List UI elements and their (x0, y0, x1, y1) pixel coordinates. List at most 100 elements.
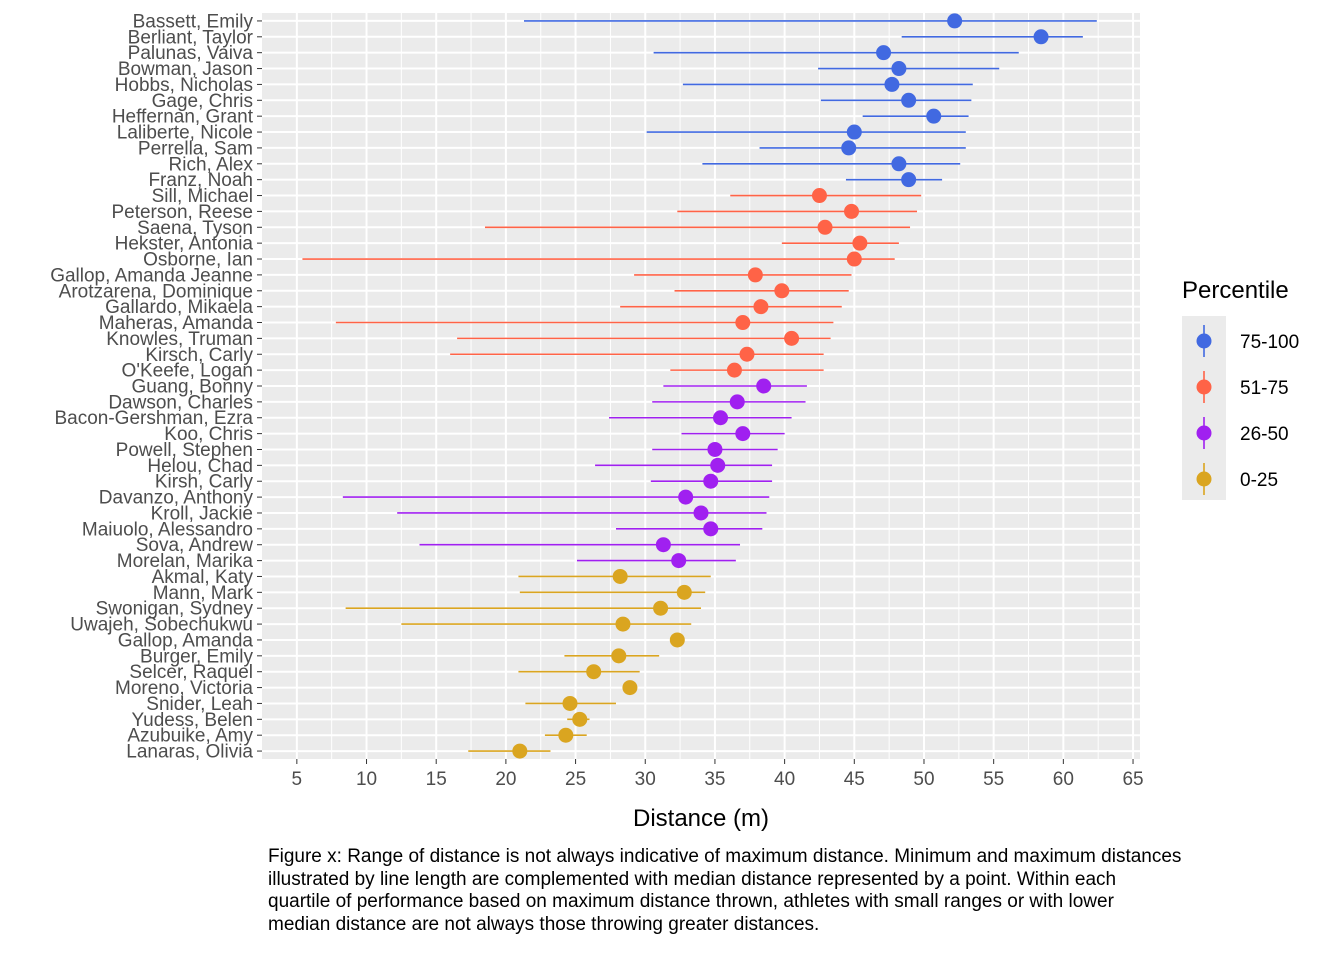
athlete-label: O'Keefe, Logan (122, 361, 253, 382)
legend-title: Percentile (1182, 277, 1289, 304)
legend-key-point (1196, 425, 1212, 441)
range-lines (302, 20, 1097, 752)
median-point (844, 203, 860, 219)
x-axis: 5 10 15 20 25 30 35 40 45 50 55 60 65 (292, 759, 1144, 790)
x-tick-label: 5 (292, 769, 303, 790)
median-point (669, 632, 685, 648)
median-point (811, 188, 827, 204)
median-point (735, 315, 751, 331)
athlete-label: Franz, Noah (148, 170, 253, 191)
median-point (726, 362, 742, 378)
legend-label: 51-75 (1240, 378, 1289, 399)
median-point (753, 299, 769, 315)
athlete-label: Yudess, Belen (132, 710, 253, 731)
median-point (846, 251, 862, 267)
legend-label: 75-100 (1240, 332, 1299, 353)
x-tick-label: 55 (983, 769, 1004, 790)
athlete-label: Gallop, Amanda (118, 630, 254, 651)
legend: Percentile 75-100 51-75 26-50 0-25 (1182, 277, 1299, 500)
athlete-label: Davanzo, Anthony (99, 488, 254, 509)
x-tick-label: 35 (704, 769, 725, 790)
x-tick-label: 15 (426, 769, 447, 790)
x-tick-label: 50 (913, 769, 934, 790)
legend-label: 0-25 (1240, 470, 1278, 491)
athlete-label: Palunas, Vaiva (128, 43, 254, 64)
athlete-label: Helou, Chad (147, 456, 253, 477)
athlete-label: Bassett, Emily (133, 11, 254, 32)
athlete-label: Akmal, Katy (152, 567, 254, 588)
legend-key-point (1196, 333, 1212, 349)
median-point (612, 568, 628, 584)
median-point (926, 108, 942, 124)
median-point (891, 61, 907, 77)
athlete-label: Gage, Chris (152, 91, 253, 112)
athlete-label: Kirsh, Carly (155, 472, 254, 493)
athlete-label: Rich, Alex (169, 154, 254, 175)
x-tick-label: 65 (1122, 769, 1143, 790)
median-point (735, 426, 751, 442)
athlete-label: Morelan, Marika (117, 551, 254, 572)
median-point (703, 473, 719, 489)
median-point (611, 648, 627, 664)
median-point (710, 457, 726, 473)
x-tick-label: 40 (774, 769, 795, 790)
median-point (756, 378, 772, 394)
athlete-label: Heffernan, Grant (112, 107, 254, 128)
median-point (678, 489, 694, 505)
athlete-label: Moreno, Victoria (115, 678, 253, 699)
median-point (586, 664, 602, 680)
athlete-label: Kirsch, Carly (145, 345, 253, 366)
median-point (703, 521, 719, 537)
legend-key-point (1196, 471, 1212, 487)
figure-caption: Figure x: Range of distance is not alway… (268, 846, 1182, 935)
median-point (784, 330, 800, 346)
athlete-label: Uwajeh, Sobechukwu (70, 615, 253, 636)
athlete-label: Berliant, Taylor (128, 27, 254, 48)
x-axis-title: Distance (m) (633, 805, 769, 832)
median-point (622, 680, 638, 696)
median-point (729, 394, 745, 410)
median-point (615, 616, 631, 632)
x-tick-label: 10 (356, 769, 377, 790)
x-tick-label: 60 (1053, 769, 1074, 790)
median-point (693, 505, 709, 521)
median-points (512, 13, 1049, 759)
legend-key-point (1196, 379, 1212, 395)
median-point (891, 156, 907, 172)
athlete-label: Bowman, Jason (118, 59, 253, 80)
median-point (817, 219, 833, 235)
athlete-label: Koo, Chris (164, 424, 253, 445)
median-point (713, 410, 729, 426)
athlete-label: Bacon-Gershman, Ezra (54, 408, 253, 429)
x-tick-label: 30 (635, 769, 656, 790)
median-point (739, 346, 755, 362)
athlete-label: Sova, Andrew (136, 535, 254, 556)
median-point (747, 267, 763, 283)
athlete-label: Perrella, Sam (138, 138, 253, 159)
athlete-label: Mann, Mark (153, 583, 254, 604)
median-point (876, 45, 892, 61)
median-point (512, 743, 528, 759)
median-point (774, 283, 790, 299)
median-point (901, 172, 917, 188)
athlete-label: Arotzarena, Dominique (59, 281, 253, 302)
athlete-label: Dawson, Charles (108, 392, 253, 413)
athlete-label: Knowles, Truman (106, 329, 253, 350)
x-tick-label: 45 (844, 769, 865, 790)
athlete-label: Azubuike, Amy (127, 726, 253, 747)
x-tick-label: 25 (565, 769, 586, 790)
athlete-label: Hobbs, Nicholas (115, 75, 253, 96)
athlete-label: Sill, Michael (152, 186, 253, 207)
median-point (841, 140, 857, 156)
athlete-label: Burger, Emily (140, 646, 253, 667)
athlete-label: Swonigan, Sydney (96, 599, 254, 620)
median-point (846, 124, 862, 140)
median-point (901, 92, 917, 108)
median-point (558, 727, 574, 743)
median-point (852, 235, 868, 251)
athlete-label: Gallardo, Mikaela (105, 297, 253, 318)
athlete-label: Snider, Leah (146, 694, 253, 715)
athlete-label: Maiuolo, Alessandro (82, 519, 253, 540)
